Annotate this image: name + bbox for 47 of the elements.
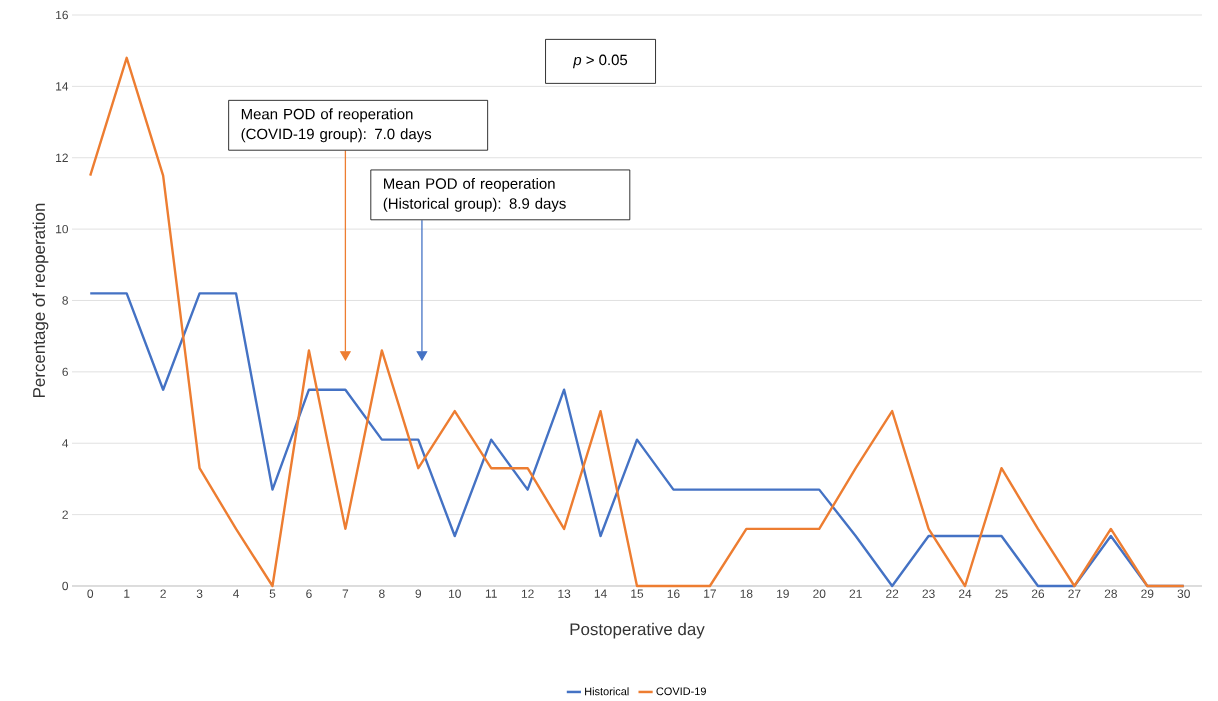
x-tick-label: 12 xyxy=(521,589,534,599)
x-tick-label: 25 xyxy=(995,589,1008,599)
x-tick-label: 26 xyxy=(1031,589,1045,599)
y-tick-label: 12 xyxy=(56,153,68,163)
annotation: p > 0.05 xyxy=(572,54,628,69)
x-tick-label: 9 xyxy=(415,589,422,599)
x-tick-label: 30 xyxy=(1177,589,1190,599)
x-tick-label: 27 xyxy=(1068,589,1081,599)
y-tick-label: 0 xyxy=(62,581,69,591)
y-tick-label: 2 xyxy=(62,510,68,519)
x-tick-label: 10 xyxy=(449,589,461,599)
x-tick-label: 5 xyxy=(269,589,276,599)
y-tick-label: 10 xyxy=(56,225,69,234)
y-tick-label: 16 xyxy=(56,10,68,20)
x-tick-label: 6 xyxy=(306,589,312,599)
x-tick-label: 17 xyxy=(704,589,716,598)
x-tick-label: 24 xyxy=(958,589,972,599)
x-tick-label: 15 xyxy=(631,589,644,599)
x-tick-label: 21 xyxy=(849,589,862,599)
y-axis-title: Percentage of reoperation xyxy=(32,203,49,398)
x-tick-label: 7 xyxy=(342,589,349,598)
legend-label: Historical xyxy=(585,687,629,696)
x-tick-label: 0 xyxy=(87,589,94,599)
x-tick-label: 11 xyxy=(485,589,497,598)
x-tick-label: 8 xyxy=(379,589,385,599)
x-tick-label: 13 xyxy=(558,589,571,599)
y-tick-label: 6 xyxy=(62,367,68,377)
x-tick-label: 1 xyxy=(124,589,130,598)
x-tick-label: 23 xyxy=(922,589,935,599)
y-tick-label: 14 xyxy=(56,82,69,91)
y-tick-label: 8 xyxy=(62,296,68,305)
x-tick-label: 22 xyxy=(886,589,899,599)
x-tick-label: 2 xyxy=(160,589,166,599)
y-tick-label: 4 xyxy=(62,439,69,448)
annotation: Mean POD of reoperation (Historical group): 8.9 days xyxy=(383,178,566,212)
x-tick-label: 29 xyxy=(1141,589,1154,599)
x-tick-label: 16 xyxy=(667,589,680,599)
legend-label: COVID-19 xyxy=(656,687,706,696)
x-tick-label: 20 xyxy=(813,589,826,599)
x-tick-label: 28 xyxy=(1104,589,1117,599)
x-tick-label: 3 xyxy=(196,589,203,599)
x-tick-label: 18 xyxy=(740,589,753,599)
x-tick-label: 4 xyxy=(232,589,240,598)
x-tick-label: 19 xyxy=(777,589,789,599)
x-axis-title: Postoperative day xyxy=(570,622,705,639)
annotation: Mean POD of reoperation (COVID-19 group): 7.0 days xyxy=(241,108,432,143)
x-tick-label: 14 xyxy=(594,589,607,598)
